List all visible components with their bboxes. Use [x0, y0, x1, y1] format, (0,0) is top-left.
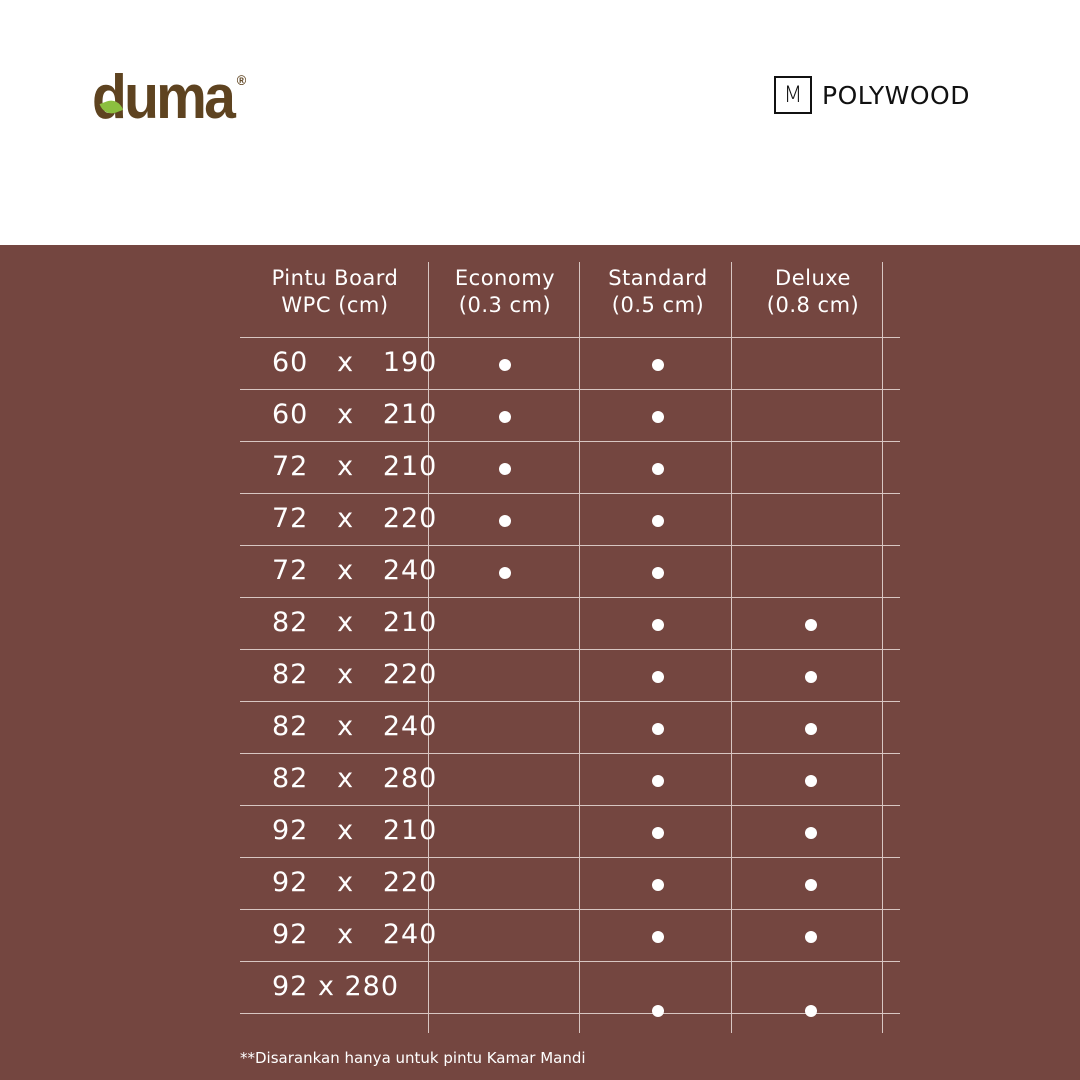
- availability-dot-standard: [652, 879, 664, 891]
- row-size-label: 82 x 240: [272, 711, 438, 742]
- availability-dot-standard: [652, 515, 664, 527]
- column-divider: [428, 262, 429, 1033]
- column-header-line: Deluxe: [775, 266, 851, 290]
- row-divider: [240, 545, 900, 546]
- column-divider: [731, 262, 732, 1033]
- row-size-label: 92 x 210: [272, 815, 438, 846]
- size-table-panel: [0, 245, 1080, 1080]
- availability-dot-standard: [652, 619, 664, 631]
- row-size-label: 72 x 220: [272, 503, 438, 534]
- availability-dot-economy: [499, 411, 511, 423]
- availability-dot-deluxe: [805, 879, 817, 891]
- column-header-line: Pintu Board: [271, 266, 399, 290]
- row-divider: [240, 909, 900, 910]
- availability-dot-standard: [652, 775, 664, 787]
- row-divider: [240, 441, 900, 442]
- availability-dot-economy: [499, 463, 511, 475]
- row-size-label: 72 x 210: [272, 451, 438, 482]
- row-size-label: 92 x 220: [272, 867, 438, 898]
- availability-dot-standard: [652, 931, 664, 943]
- row-divider: [240, 857, 900, 858]
- row-divider: [240, 753, 900, 754]
- availability-dot-deluxe: [805, 931, 817, 943]
- availability-dot-standard: [652, 723, 664, 735]
- row-size-label: 60 x 210: [272, 399, 438, 430]
- availability-dot-standard: [652, 671, 664, 683]
- polywood-logo: M POLYWOOD: [774, 76, 970, 114]
- row-divider: [240, 337, 900, 338]
- registered-mark: ®: [236, 72, 247, 88]
- row-size-label: 82 x 220: [272, 659, 438, 690]
- row-divider: [240, 389, 900, 390]
- availability-dot-economy: [499, 567, 511, 579]
- availability-dot-standard: [652, 411, 664, 423]
- availability-dot-economy: [499, 359, 511, 371]
- row-size-label: 92 x 240: [272, 919, 438, 950]
- availability-dot-deluxe: [805, 1005, 817, 1017]
- availability-dot-standard: [652, 827, 664, 839]
- row-divider: [240, 961, 900, 962]
- polywood-logo-text: POLYWOOD: [822, 80, 970, 110]
- availability-dot-deluxe: [805, 827, 817, 839]
- availability-dot-deluxe: [805, 775, 817, 787]
- footnote: **Disarankan hanya untuk pintu Kamar Man…: [240, 1049, 586, 1067]
- availability-dot-standard: [652, 567, 664, 579]
- column-divider: [579, 262, 580, 1033]
- duma-logo-text: duma: [92, 63, 236, 132]
- availability-dot-deluxe: [805, 619, 817, 631]
- row-size-label: 92 x 280: [272, 971, 400, 1002]
- availability-dot-standard: [652, 359, 664, 371]
- row-size-label: 82 x 210: [272, 607, 438, 638]
- availability-dot-standard: [652, 463, 664, 475]
- column-header-line: Standard: [608, 266, 708, 290]
- row-divider: [240, 701, 900, 702]
- row-divider: [240, 597, 900, 598]
- column-header: Standard (0.5 cm): [583, 265, 733, 319]
- row-divider: [240, 649, 900, 650]
- row-divider: [240, 805, 900, 806]
- duma-logo: duma ®: [92, 62, 246, 133]
- row-size-label: 82 x 280: [272, 763, 438, 794]
- availability-dot-economy: [499, 515, 511, 527]
- column-header-line: (0.5 cm): [611, 293, 705, 317]
- row-divider: [240, 493, 900, 494]
- column-header: Economy (0.3 cm): [430, 265, 580, 319]
- availability-dot-deluxe: [805, 671, 817, 683]
- column-header-line: Economy: [454, 266, 556, 290]
- row-divider: [240, 1013, 900, 1014]
- row-size-label: 60 x 190: [272, 347, 438, 378]
- column-divider: [882, 262, 883, 1033]
- column-header-line: WPC (cm): [281, 293, 389, 317]
- column-header-line: (0.8 cm): [766, 293, 860, 317]
- row-size-label: 72 x 240: [272, 555, 438, 586]
- availability-dot-standard: [652, 1005, 664, 1017]
- column-header-line: (0.3 cm): [458, 293, 552, 317]
- polywood-mark: M: [774, 76, 812, 114]
- availability-dot-deluxe: [805, 723, 817, 735]
- column-header: Deluxe (0.8 cm): [738, 265, 888, 319]
- column-header: Pintu Board WPC (cm): [260, 265, 410, 319]
